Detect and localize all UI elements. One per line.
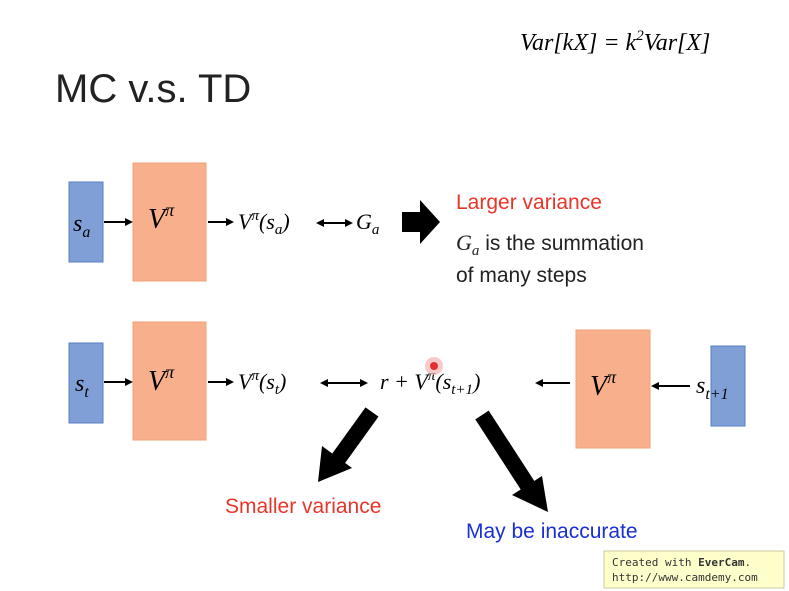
watermark-line: Created with EverCam.: [612, 556, 751, 569]
state-box: [710, 345, 746, 427]
watermark-text: .: [744, 556, 751, 569]
estimate: Vπ(sa): [238, 208, 290, 238]
state-label: st+1: [696, 373, 729, 403]
formula-part: Var[kX] = k: [520, 30, 637, 56]
symbol: ): [471, 369, 480, 394]
subscript: t: [84, 384, 89, 401]
block-arrow-shaft: [475, 410, 535, 491]
superscript: π: [251, 208, 259, 224]
symbol: V: [590, 371, 610, 402]
model-label: Vπ: [148, 362, 175, 397]
symbol: V: [148, 204, 168, 235]
symbol: s: [696, 373, 705, 399]
watermark-box: [603, 550, 785, 589]
note-text: is the summation: [479, 232, 644, 255]
watermark-line: http://www.camdemy.com: [612, 571, 758, 584]
symbol: ): [280, 209, 289, 234]
symbol: G: [356, 209, 372, 234]
watermark-text: Created with: [612, 556, 698, 569]
symbol: (s: [259, 369, 275, 394]
block-arrow: [402, 200, 440, 244]
symbol: r + V: [380, 369, 430, 394]
subscript: a: [472, 243, 480, 259]
symbol: (s: [435, 369, 451, 394]
formula-part: Var[X]: [644, 30, 711, 56]
model-label: Vπ: [148, 200, 175, 235]
subscript: a: [82, 224, 90, 241]
symbol: s: [75, 371, 84, 397]
formula-exp: 2: [636, 28, 644, 44]
td-label: Smaller variance: [225, 495, 381, 518]
superscript: π: [428, 368, 436, 384]
slide-title: MC v.s. TD: [55, 67, 251, 111]
subscript: a: [275, 222, 283, 238]
estimate: Vπ(st): [238, 368, 286, 398]
subscript: t+1: [705, 386, 728, 403]
subscript: t+1: [451, 382, 473, 398]
superscript: π: [165, 362, 175, 382]
symbol: G: [456, 230, 472, 255]
block-arrow-head: [318, 446, 352, 482]
superscript: π: [165, 200, 175, 220]
cursor-dot: [430, 362, 438, 370]
symbol: (s: [259, 209, 275, 234]
symbol: V: [238, 369, 254, 394]
block-arrow-head: [512, 476, 548, 512]
target: r + Vπ(st+1): [380, 368, 480, 398]
subscript: t: [275, 382, 280, 398]
watermark-brand: EverCam: [698, 556, 745, 569]
superscript: π: [607, 367, 617, 387]
model-box: [575, 329, 651, 449]
subscript: a: [372, 222, 380, 238]
model-box: [132, 321, 207, 441]
target: Ga: [356, 209, 379, 238]
model-box: [132, 162, 207, 282]
state-box: [68, 342, 104, 424]
note-line: of many steps: [456, 264, 587, 287]
symbol: V: [148, 366, 168, 397]
state-label: sa: [73, 211, 90, 241]
note-title: Larger variance: [456, 191, 602, 214]
model-label: Vπ: [590, 367, 617, 402]
formula: Var[kX] = k2Var[X]: [520, 28, 710, 56]
td-label: May be inaccurate: [466, 520, 638, 543]
symbol: V: [238, 209, 254, 234]
state-box: [68, 181, 104, 263]
symbol: s: [73, 211, 82, 237]
superscript: π: [251, 368, 259, 384]
note-line: Ga is the summation: [456, 230, 644, 259]
state-label: st: [75, 371, 89, 401]
block-arrow-shaft: [329, 407, 379, 467]
symbol: ): [277, 369, 286, 394]
